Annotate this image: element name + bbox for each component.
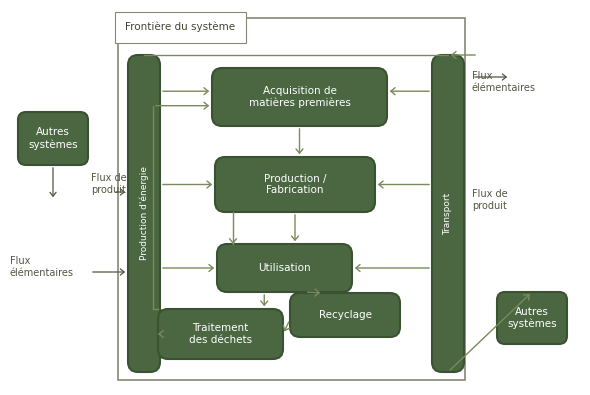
Text: Transport: Transport [444, 192, 453, 235]
FancyBboxPatch shape [432, 55, 464, 372]
Text: Flux
élémentaires: Flux élémentaires [10, 256, 74, 278]
FancyBboxPatch shape [128, 55, 160, 372]
FancyBboxPatch shape [290, 293, 400, 337]
Text: Frontière du système: Frontière du système [125, 22, 235, 32]
Text: Production /
Fabrication: Production / Fabrication [264, 174, 326, 195]
FancyBboxPatch shape [215, 157, 375, 212]
Text: Autres
systèmes: Autres systèmes [28, 128, 78, 150]
FancyBboxPatch shape [18, 112, 88, 165]
Text: Flux
élémentaires: Flux élémentaires [472, 71, 536, 93]
Text: Flux de
produit: Flux de produit [472, 189, 507, 211]
FancyBboxPatch shape [497, 292, 567, 344]
Text: Autres
systèmes: Autres systèmes [507, 307, 557, 329]
FancyBboxPatch shape [217, 244, 352, 292]
Bar [118, 18, 465, 380]
Text: Production d'énergie: Production d'énergie [139, 167, 149, 260]
FancyBboxPatch shape [212, 68, 387, 126]
Text: Utilisation: Utilisation [258, 263, 311, 273]
FancyBboxPatch shape [158, 309, 283, 359]
Text: Acquisition de
matières premières: Acquisition de matières premières [248, 86, 350, 108]
Text: Flux de
produit: Flux de produit [91, 173, 127, 195]
Text: Recyclage: Recyclage [319, 310, 372, 320]
Text: Traitement
des déchets: Traitement des déchets [189, 323, 252, 345]
